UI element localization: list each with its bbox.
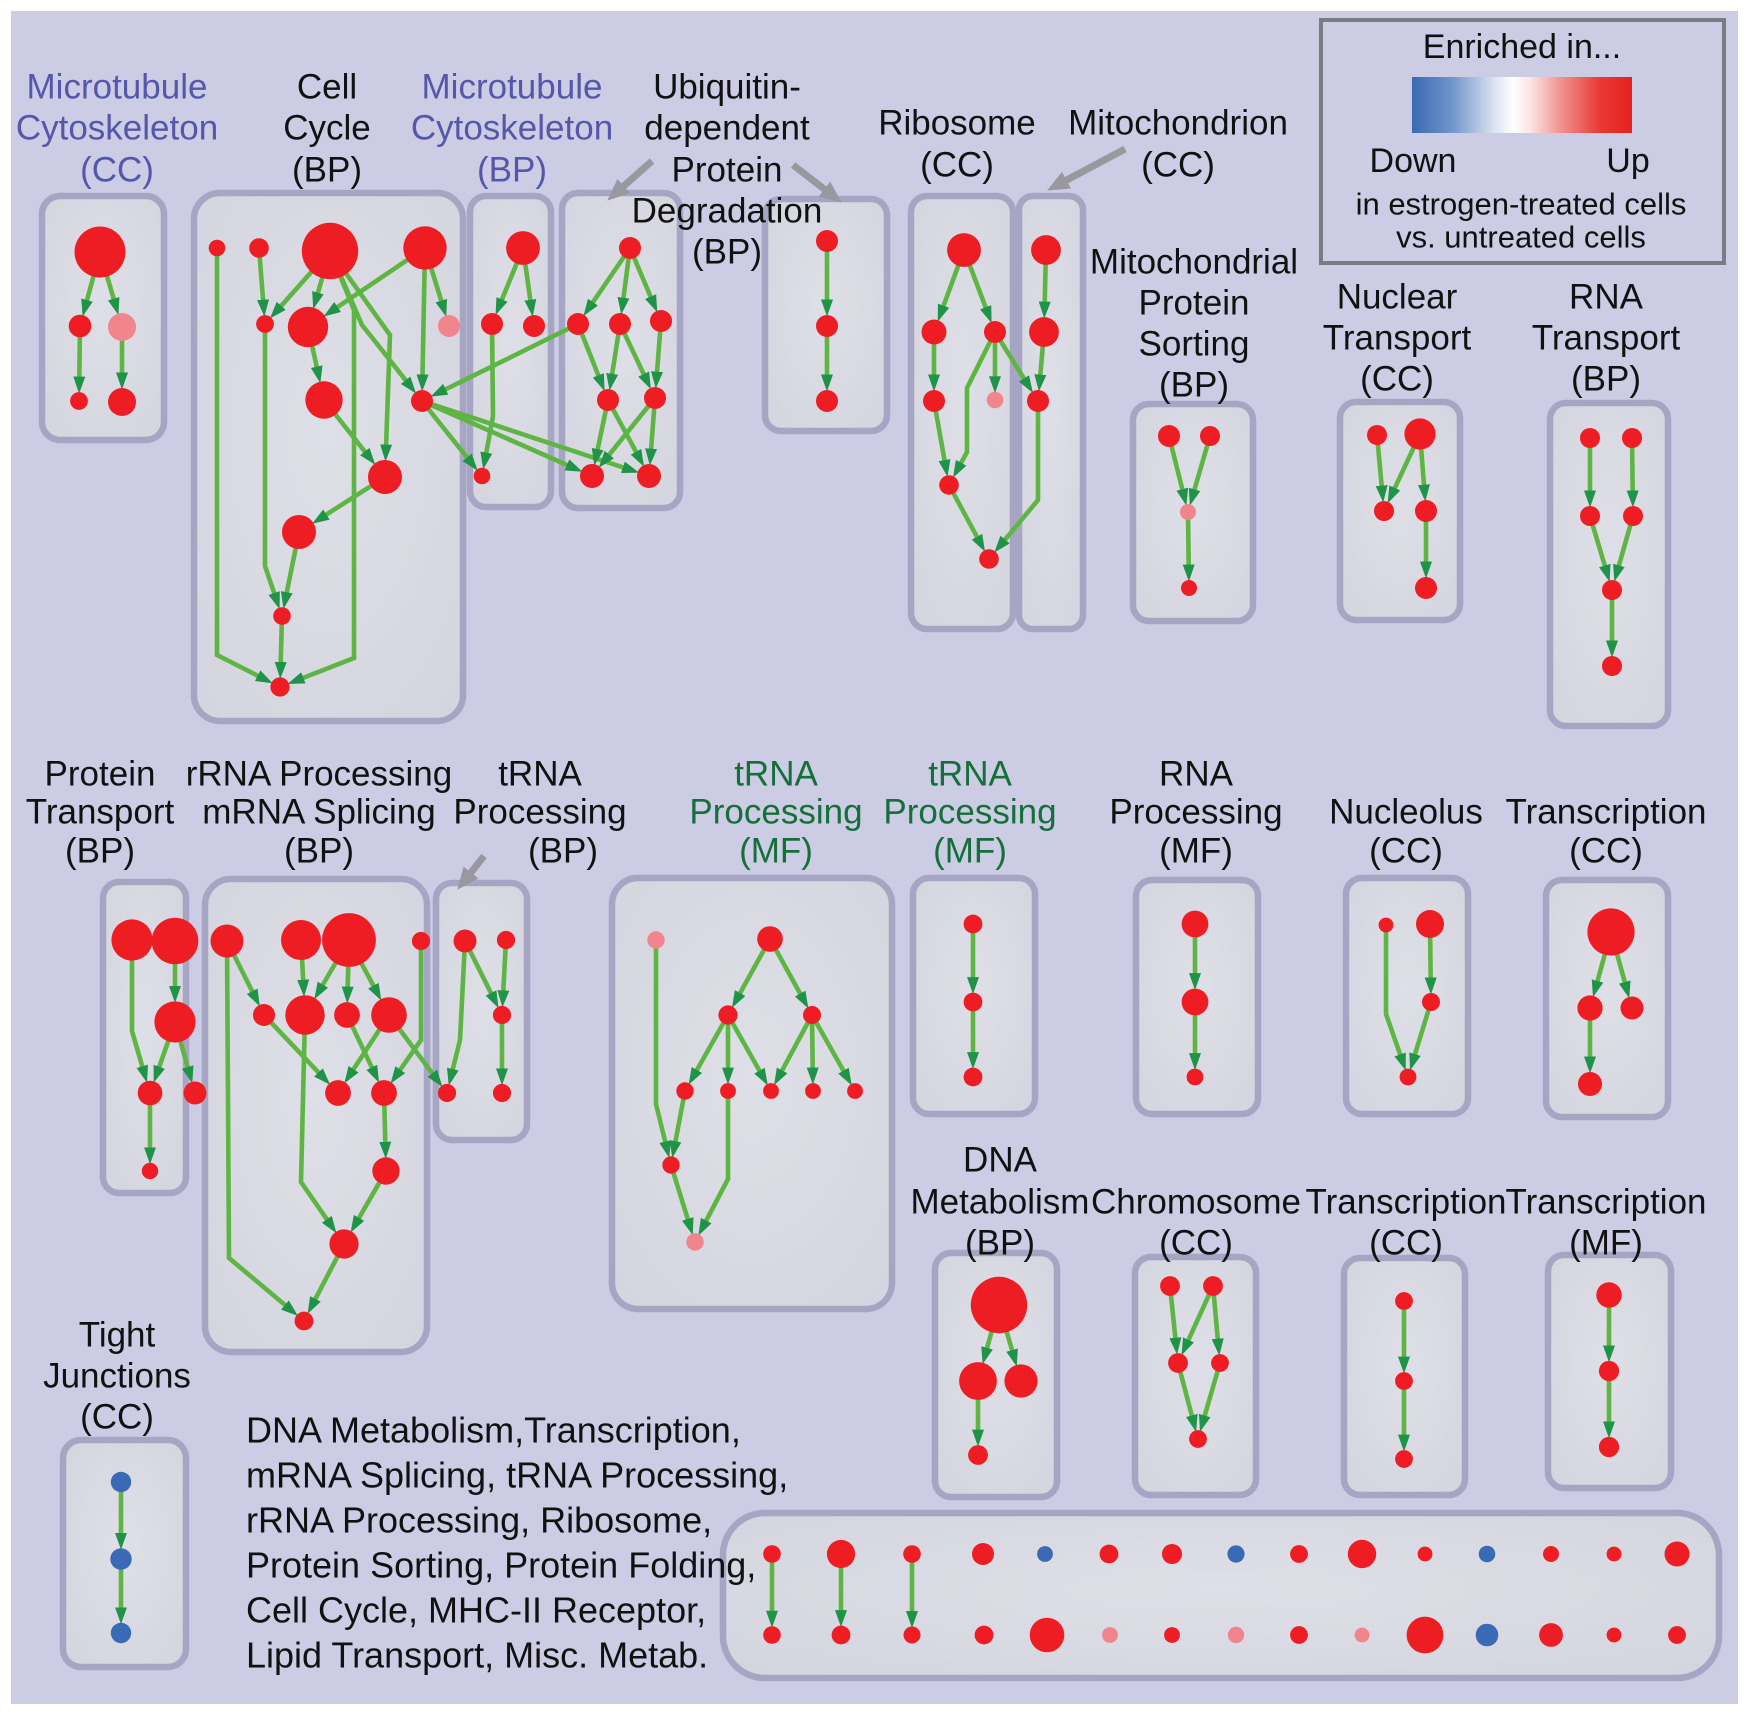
svg-text:Microtubule: Microtubule [27,68,208,107]
svg-text:dependent: dependent [644,109,810,148]
svg-text:(CC): (CC) [1159,1224,1233,1263]
svg-text:Degradation: Degradation [632,192,823,231]
svg-text:(BP): (BP) [284,832,354,871]
svg-text:in estrogen-treated cells: in estrogen-treated cells [1356,187,1687,222]
svg-text:vs. untreated cells: vs. untreated cells [1396,220,1646,255]
svg-text:Metabolism: Metabolism [911,1183,1090,1222]
svg-text:Protein: Protein [45,755,156,794]
svg-text:Protein: Protein [1139,284,1250,323]
svg-text:(CC): (CC) [920,146,994,185]
svg-text:Lipid Transport, Misc. Metab.: Lipid Transport, Misc. Metab. [246,1635,708,1676]
svg-text:(CC): (CC) [80,151,154,190]
svg-text:RNA: RNA [1569,278,1644,317]
svg-text:Processing: Processing [689,793,862,832]
svg-text:Protein: Protein [672,151,783,190]
svg-text:Enriched in...: Enriched in... [1423,28,1621,66]
svg-text:Cytoskeleton: Cytoskeleton [411,109,613,148]
svg-text:Ubiquitin-: Ubiquitin- [653,68,801,107]
svg-text:Nucleolus: Nucleolus [1329,793,1483,832]
svg-text:(BP): (BP) [1571,360,1641,399]
svg-text:Junctions: Junctions [43,1357,191,1396]
svg-text:Cell Cycle, MHC-II Receptor,: Cell Cycle, MHC-II Receptor, [246,1590,706,1631]
svg-text:Microtubule: Microtubule [422,68,603,107]
svg-text:Ribosome: Ribosome [878,104,1036,143]
svg-text:(BP): (BP) [528,832,598,871]
svg-text:RNA: RNA [1159,755,1234,794]
svg-text:tRNA: tRNA [498,755,582,794]
svg-text:rRNA Processing: rRNA Processing [186,755,452,794]
svg-text:(BP): (BP) [65,832,135,871]
svg-text:tRNA: tRNA [928,755,1012,794]
svg-text:(CC): (CC) [1369,832,1443,871]
svg-text:Cycle: Cycle [283,109,371,148]
svg-text:(MF): (MF) [1159,832,1233,871]
svg-text:(BP): (BP) [965,1224,1035,1263]
svg-text:Mitochondrial: Mitochondrial [1090,243,1298,282]
svg-text:Up: Up [1606,142,1649,180]
svg-text:Protein Sorting, Protein Foldi: Protein Sorting, Protein Folding, [246,1545,756,1586]
svg-text:Chromosome: Chromosome [1091,1183,1301,1222]
svg-text:Processing: Processing [453,793,626,832]
svg-text:Processing: Processing [883,793,1056,832]
svg-text:Processing: Processing [1109,793,1282,832]
svg-text:(CC): (CC) [1369,1224,1443,1263]
svg-text:Nuclear: Nuclear [1337,278,1458,317]
svg-text:tRNA: tRNA [734,755,818,794]
svg-text:(BP): (BP) [477,151,547,190]
svg-text:(BP): (BP) [1159,366,1229,405]
svg-text:Mitochondrion: Mitochondrion [1068,104,1288,143]
svg-text:(BP): (BP) [692,233,762,272]
svg-text:rRNA Processing, Ribosome,: rRNA Processing, Ribosome, [246,1500,712,1541]
svg-text:DNA Metabolism,Transcription,: DNA Metabolism,Transcription, [246,1410,741,1451]
svg-text:Transport: Transport [1532,319,1681,358]
svg-text:(MF): (MF) [1569,1224,1643,1263]
svg-text:Down: Down [1370,142,1457,180]
svg-text:Transport: Transport [1323,319,1472,358]
svg-text:(BP): (BP) [292,151,362,190]
svg-text:mRNA Splicing, tRNA Processing: mRNA Splicing, tRNA Processing, [246,1455,788,1496]
svg-text:(MF): (MF) [739,832,813,871]
svg-text:(CC): (CC) [1360,360,1434,399]
svg-text:Transcription: Transcription [1306,1183,1507,1222]
svg-text:(CC): (CC) [80,1398,154,1437]
svg-text:Transcription: Transcription [1506,793,1707,832]
svg-text:Transcription: Transcription [1506,1183,1707,1222]
svg-text:(CC): (CC) [1569,832,1643,871]
svg-text:Transport: Transport [26,793,175,832]
svg-text:Sorting: Sorting [1139,325,1250,364]
svg-text:(MF): (MF) [933,832,1007,871]
svg-text:(CC): (CC) [1141,146,1215,185]
svg-text:Tight: Tight [79,1316,156,1355]
svg-text:Cytoskeleton: Cytoskeleton [16,109,218,148]
svg-text:Cell: Cell [297,68,357,107]
svg-text:mRNA Splicing: mRNA Splicing [202,793,435,832]
svg-text:DNA: DNA [963,1141,1038,1180]
